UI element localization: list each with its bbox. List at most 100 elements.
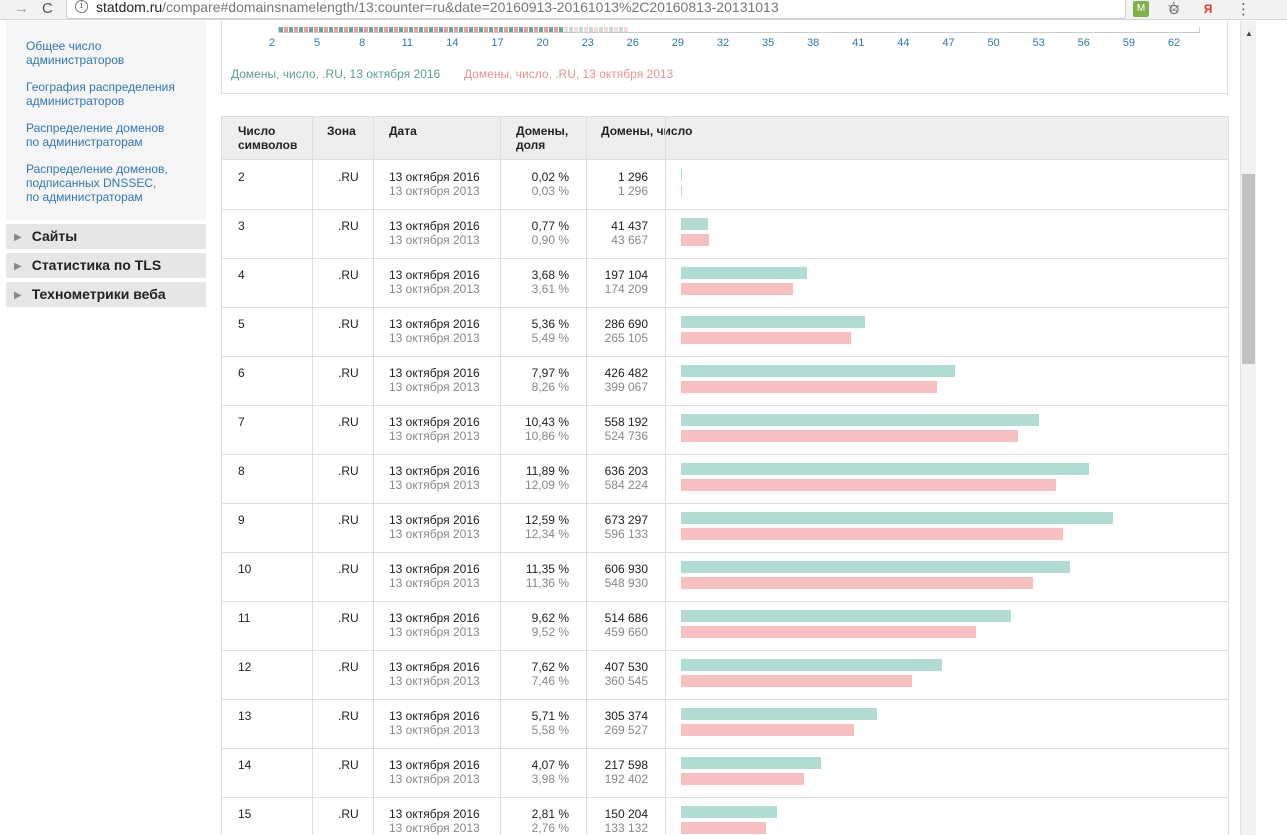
cell-count: 407 530 360 545	[605, 660, 648, 688]
chart-bar	[279, 27, 283, 32]
table-row: 12 .RU 13 октября 2016 13 октября 2013 7,62 …	[222, 651, 1228, 700]
legend-series-2016[interactable]: Домены, число, .RU, 13 октября 2016	[231, 67, 441, 81]
date-2016: 13 октября 2016	[389, 709, 480, 723]
header-share[interactable]: Домены, доля	[516, 124, 569, 152]
bar-2016[interactable]	[681, 218, 708, 230]
count-2013: 174 209	[604, 282, 648, 296]
chart-bar	[309, 27, 313, 32]
bar-2013[interactable]	[681, 822, 766, 834]
cell-share: 5,36 % 5,49 %	[532, 317, 569, 345]
legend-series-2013[interactable]: Домены, число, .RU, 13 октября 2013	[464, 67, 674, 81]
bar-2013[interactable]	[681, 577, 1033, 589]
share-2016: 10,43 %	[524, 415, 569, 429]
camera-icon[interactable]: ⊙	[1168, 1, 1180, 17]
chart-bar	[329, 27, 333, 32]
bar-2013[interactable]	[681, 773, 804, 785]
extension-icon[interactable]: M	[1133, 1, 1149, 17]
bar-2013[interactable]	[681, 626, 976, 638]
x-tick-label: 32	[716, 37, 730, 49]
cell-length: 14	[238, 758, 252, 772]
bar-2016[interactable]	[681, 463, 1089, 475]
date-2013: 13 октября 2013	[389, 380, 480, 394]
url-text[interactable]: statdom.ru/compare#domainsnamelength/13:…	[96, 0, 779, 15]
chart-bar	[369, 27, 373, 32]
address-bar[interactable]: i statdom.ru/compare#domainsnamelength/1…	[66, 0, 1180, 19]
bar-2013[interactable]	[681, 332, 851, 344]
bar-2016[interactable]	[681, 267, 807, 279]
chart-plot-area	[278, 27, 1200, 33]
bar-2013[interactable]	[681, 675, 912, 687]
chart-bar	[349, 27, 353, 32]
header-zone[interactable]: Зона	[327, 124, 356, 138]
cell-count: 673 297 596 133	[605, 513, 648, 541]
x-tick-label: 35	[761, 37, 775, 49]
cell-date: 13 октября 2016 13 октября 2013	[389, 317, 480, 345]
bar-2013[interactable]	[681, 528, 1063, 540]
reload-button[interactable]: C	[42, 0, 53, 17]
bar-2016[interactable]	[681, 365, 955, 377]
bar-2013[interactable]	[681, 234, 709, 246]
date-2013: 13 октября 2013	[389, 429, 480, 443]
scroll-up-icon[interactable]: ▲	[1245, 29, 1253, 38]
header-date[interactable]: Дата	[389, 124, 417, 138]
bar-2013[interactable]	[681, 381, 937, 393]
bar-2016[interactable]	[681, 169, 682, 181]
sidebar-link-admins-geo[interactable]: География распределения администраторов	[26, 80, 175, 108]
bookmark-star-icon[interactable]: ☆	[1167, 0, 1181, 16]
bar-2013[interactable]	[681, 724, 854, 736]
bar-2016[interactable]	[681, 512, 1113, 524]
forward-button[interactable]: →	[14, 0, 29, 17]
count-2013: 269 527	[604, 723, 648, 737]
share-2016: 7,62 %	[531, 660, 569, 674]
browser-menu-icon[interactable]: ⋮	[1236, 1, 1251, 18]
chart-bar	[404, 27, 408, 32]
table-row: 3 .RU 13 октября 2016 13 октября 2013 0,77 %…	[222, 210, 1228, 259]
sidebar-section-web-metrics[interactable]: ▶ Технометрики веба	[6, 282, 206, 307]
x-tick-label: 14	[446, 37, 459, 49]
bar-2013[interactable]	[681, 479, 1056, 491]
x-tick-label: 41	[852, 37, 865, 49]
info-icon[interactable]: i	[75, 0, 88, 13]
chart-bar	[599, 27, 603, 32]
cell-share: 7,97 % 8,26 %	[532, 366, 569, 394]
bar-2016[interactable]	[681, 316, 865, 328]
sidebar-links: Общее число администраторов География рас…	[6, 21, 206, 220]
bar-2016[interactable]	[681, 659, 942, 671]
share-2013: 2,76 %	[531, 821, 569, 835]
page-scrollbar[interactable]: ▲	[1240, 21, 1256, 835]
header-length[interactable]: Число символов	[238, 124, 298, 152]
scrollbar-thumb[interactable]	[1242, 174, 1255, 364]
chart-bar	[474, 27, 478, 32]
sidebar-link-dnssec-by-admin[interactable]: Распределение доменов, подписанных DNSSEC…	[26, 162, 168, 204]
bar-2016[interactable]	[681, 708, 877, 720]
date-2013: 13 октября 2013	[389, 723, 480, 737]
bar-2016[interactable]	[681, 806, 777, 818]
bar-2013[interactable]	[681, 185, 682, 197]
date-2016: 13 октября 2016	[389, 170, 480, 184]
sidebar-link-admins-total[interactable]: Общее число администраторов	[26, 39, 125, 67]
bar-2016[interactable]	[681, 610, 1011, 622]
yandex-icon[interactable]: Я	[1203, 2, 1213, 16]
sidebar-section-sites[interactable]: ▶ Сайты	[6, 224, 206, 249]
bar-2016[interactable]	[681, 757, 821, 769]
chart-panel: 2 5 8 11 14 17 20 23 26 29 32 35 38 41 44 47 50 53 56 59 62 …	[221, 21, 1228, 94]
bar-2016[interactable]	[681, 561, 1070, 573]
chart-bar	[554, 27, 558, 32]
x-tick-label: 26	[626, 37, 639, 49]
count-2013: 133 132	[604, 821, 648, 835]
header-count[interactable]: Домены, число	[601, 124, 693, 138]
cell-length: 13	[238, 709, 252, 723]
bar-2013[interactable]	[681, 283, 793, 295]
chart-bar	[594, 27, 598, 32]
bar-2016[interactable]	[681, 414, 1039, 426]
sidebar-link-domains-by-admin[interactable]: Распределение доменов по администраторам	[26, 121, 165, 149]
chart-bar	[559, 27, 563, 32]
table-row: 4 .RU 13 октября 2016 13 октября 2013 3,68 %…	[222, 259, 1228, 308]
cell-date: 13 октября 2016 13 октября 2013	[389, 219, 480, 247]
sidebar-section-tls[interactable]: ▶ Статистика по TLS	[6, 253, 206, 278]
column-divider	[373, 117, 374, 835]
column-divider	[500, 117, 501, 835]
date-2016: 13 октября 2016	[389, 611, 480, 625]
chart-bar	[524, 27, 528, 32]
bar-2013[interactable]	[681, 430, 1018, 442]
